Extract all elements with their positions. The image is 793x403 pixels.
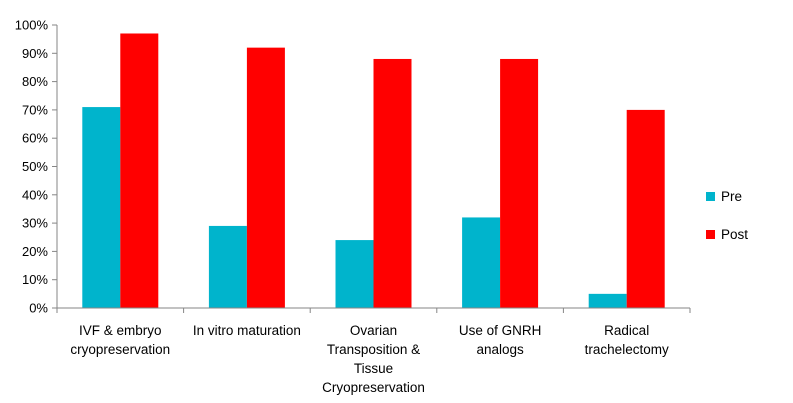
bars-group (82, 33, 665, 309)
legend-label: Post (721, 227, 748, 242)
x-category-label-line: Use of GNRH (459, 323, 542, 338)
y-tick-label: 100% (15, 18, 49, 33)
x-category-label-line: Radical (604, 323, 649, 338)
x-category-label-line: Transposition & (327, 342, 420, 357)
bar-pre (335, 240, 374, 308)
bar-pre (82, 107, 121, 308)
y-tick-label: 80% (22, 74, 48, 89)
x-category-label-line: Cryopreservation (322, 380, 425, 395)
x-category-label-line: analogs (476, 342, 524, 357)
legend: Pre Post (706, 189, 748, 242)
x-category-label: Ovarian Transposition & Tissue Cryopreserva… (322, 323, 425, 395)
legend-label: Pre (721, 189, 742, 204)
x-category-label-line: Ovarian (350, 323, 397, 338)
bar-post (373, 58, 412, 309)
x-category-label-line: Tissue (354, 361, 393, 376)
legend-swatch (706, 192, 715, 201)
x-category-label: IVF & embryo cryopreservation (70, 323, 170, 357)
y-tick-label: 0% (29, 301, 48, 316)
y-axis: 0% 10% 20% 30% 40% 50% 60% 70% 80% 90% 100% (15, 18, 58, 316)
bar-post (246, 47, 285, 308)
bar-pre (588, 293, 627, 308)
bar-post (500, 58, 539, 309)
bar-pre (208, 225, 247, 308)
y-tick-label: 90% (22, 46, 48, 61)
x-category-label: Use of GNRH analogs (459, 323, 542, 357)
x-category-label: In vitro maturation (193, 323, 301, 338)
x-category-label: Radical trachelectomy (585, 323, 669, 357)
y-tick-label: 60% (22, 131, 48, 146)
y-tick-label: 10% (22, 272, 48, 287)
y-tick-label: 30% (22, 216, 48, 231)
x-axis: IVF & embryo cryopreservation In vitro mat… (56, 307, 691, 395)
y-tick-label: 20% (22, 244, 48, 259)
bar-post (120, 33, 159, 309)
x-category-label-line: In vitro maturation (193, 323, 301, 338)
x-category-label-line: trachelectomy (585, 342, 669, 357)
x-category-label-line: cryopreservation (70, 342, 170, 357)
y-tick-label: 70% (22, 102, 48, 117)
y-tick-label: 40% (22, 187, 48, 202)
bar-post (626, 109, 665, 309)
legend-swatch (706, 230, 715, 239)
bar-pre (462, 217, 501, 308)
y-tick-label: 50% (22, 159, 48, 174)
x-category-label-line: IVF & embryo (79, 323, 162, 338)
